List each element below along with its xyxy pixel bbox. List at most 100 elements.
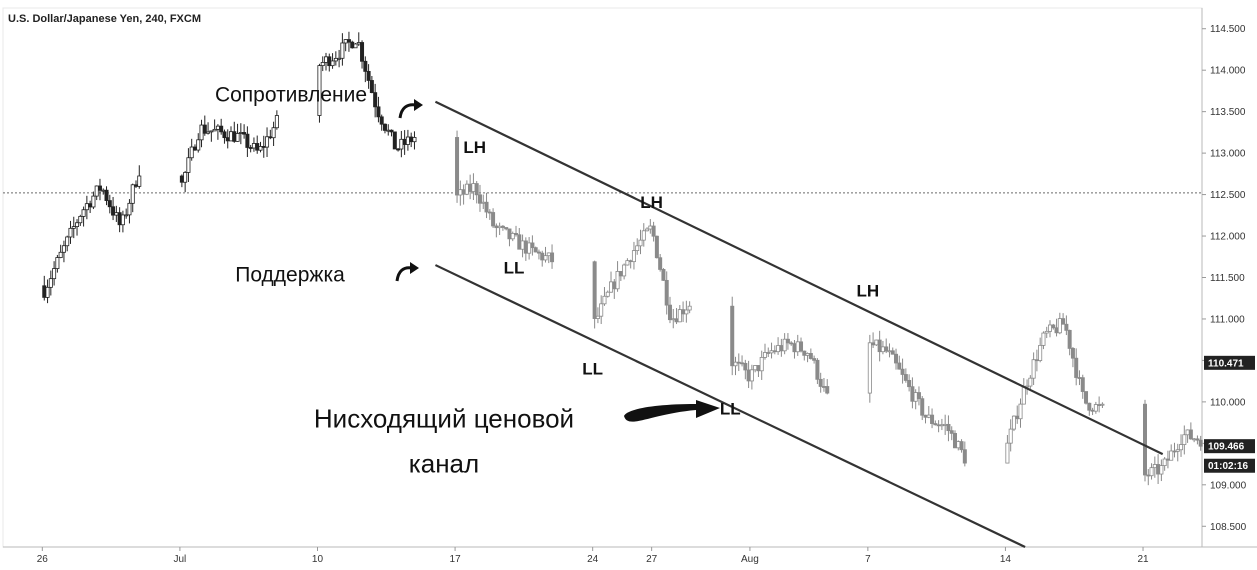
candle bbox=[75, 219, 80, 236]
candle bbox=[894, 348, 899, 370]
candle bbox=[474, 180, 479, 204]
annotation-label: Нисходящий ценовой bbox=[314, 404, 574, 434]
candle bbox=[1044, 326, 1049, 339]
candle bbox=[61, 240, 66, 263]
candle bbox=[242, 124, 247, 139]
candle bbox=[900, 358, 905, 384]
candle bbox=[337, 49, 342, 68]
candle bbox=[124, 208, 129, 219]
y-tick-label: 110.000 bbox=[1210, 397, 1246, 408]
candle bbox=[1159, 459, 1164, 482]
support-arrowhead-icon bbox=[410, 262, 419, 274]
candle bbox=[1070, 347, 1075, 368]
candle bbox=[1074, 348, 1079, 386]
candle bbox=[1162, 457, 1167, 471]
channel-line-resistance bbox=[434, 100, 1164, 456]
candle bbox=[510, 231, 515, 242]
candle bbox=[664, 271, 669, 315]
candle bbox=[491, 208, 496, 228]
candle bbox=[107, 194, 112, 214]
candle bbox=[687, 301, 692, 314]
annotation-label: LH bbox=[463, 138, 486, 157]
candle bbox=[340, 33, 345, 66]
candle bbox=[183, 170, 188, 193]
candle bbox=[785, 333, 790, 350]
candle bbox=[661, 268, 666, 281]
candle bbox=[641, 223, 646, 247]
candle bbox=[58, 244, 63, 259]
candle bbox=[543, 246, 548, 263]
candle bbox=[196, 133, 201, 153]
candle bbox=[916, 386, 921, 406]
candle bbox=[605, 290, 610, 298]
resistance-arrow-icon bbox=[398, 103, 417, 119]
candle bbox=[1182, 425, 1187, 455]
x-tick-label: 7 bbox=[865, 554, 871, 565]
candle bbox=[350, 40, 355, 49]
price-badge-label: 110.471 bbox=[1208, 358, 1244, 369]
candle bbox=[212, 119, 217, 132]
candle bbox=[97, 178, 102, 201]
candle bbox=[1195, 435, 1200, 445]
candle bbox=[202, 115, 207, 136]
candle bbox=[1169, 444, 1174, 461]
candle bbox=[625, 258, 630, 266]
y-tick-label: 112.000 bbox=[1210, 232, 1246, 243]
support-arrow-icon bbox=[395, 266, 413, 282]
candle bbox=[130, 183, 135, 213]
candle bbox=[677, 305, 682, 323]
candle bbox=[658, 253, 663, 272]
channel-arrow-icon bbox=[624, 400, 720, 422]
candle bbox=[730, 296, 735, 376]
candle bbox=[782, 333, 787, 355]
x-tick-label: 24 bbox=[587, 554, 599, 565]
y-tick-label: 113.500 bbox=[1210, 107, 1246, 118]
candle bbox=[815, 358, 820, 385]
candle bbox=[360, 40, 365, 69]
candle bbox=[258, 141, 263, 153]
candle bbox=[104, 186, 109, 206]
candle bbox=[1175, 443, 1180, 462]
y-tick-label: 114.000 bbox=[1210, 66, 1246, 77]
candle bbox=[631, 241, 636, 270]
candle bbox=[189, 138, 194, 161]
x-tick-label: 10 bbox=[312, 554, 324, 565]
annotation-label: LL bbox=[582, 360, 603, 379]
candle bbox=[1087, 402, 1092, 416]
candle bbox=[477, 184, 482, 212]
candle bbox=[818, 372, 823, 393]
candle bbox=[94, 185, 99, 201]
candle bbox=[320, 56, 325, 72]
candle bbox=[1047, 320, 1052, 338]
candle bbox=[933, 420, 938, 426]
candle bbox=[137, 165, 142, 189]
candle bbox=[638, 229, 643, 255]
y-tick-label: 113.000 bbox=[1210, 149, 1246, 160]
annotation-label: Поддержка bbox=[235, 264, 345, 287]
candle bbox=[65, 235, 70, 252]
candle bbox=[222, 129, 227, 144]
annotation-label: канал bbox=[409, 448, 479, 478]
candle bbox=[1038, 337, 1043, 363]
candle bbox=[514, 225, 519, 237]
candle bbox=[127, 199, 132, 224]
candle bbox=[897, 355, 902, 370]
candle bbox=[376, 96, 381, 123]
candle bbox=[1080, 374, 1085, 399]
price-badge-label: 109.466 bbox=[1208, 442, 1245, 453]
candle bbox=[120, 210, 125, 233]
price-badge: 01:02:16 bbox=[1204, 458, 1255, 473]
candle bbox=[1142, 399, 1147, 482]
candle bbox=[274, 110, 279, 130]
candle bbox=[373, 83, 378, 118]
y-tick-label: 112.500 bbox=[1210, 190, 1246, 201]
x-tick-label: 27 bbox=[646, 554, 658, 565]
candle bbox=[550, 244, 555, 269]
annotation-label: LH bbox=[640, 193, 663, 212]
candle bbox=[1093, 401, 1098, 414]
candle bbox=[346, 31, 351, 52]
y-tick-label: 111.500 bbox=[1210, 273, 1245, 284]
candle bbox=[1008, 419, 1013, 452]
candle bbox=[91, 191, 96, 210]
y-tick-label: 111.000 bbox=[1210, 314, 1245, 325]
